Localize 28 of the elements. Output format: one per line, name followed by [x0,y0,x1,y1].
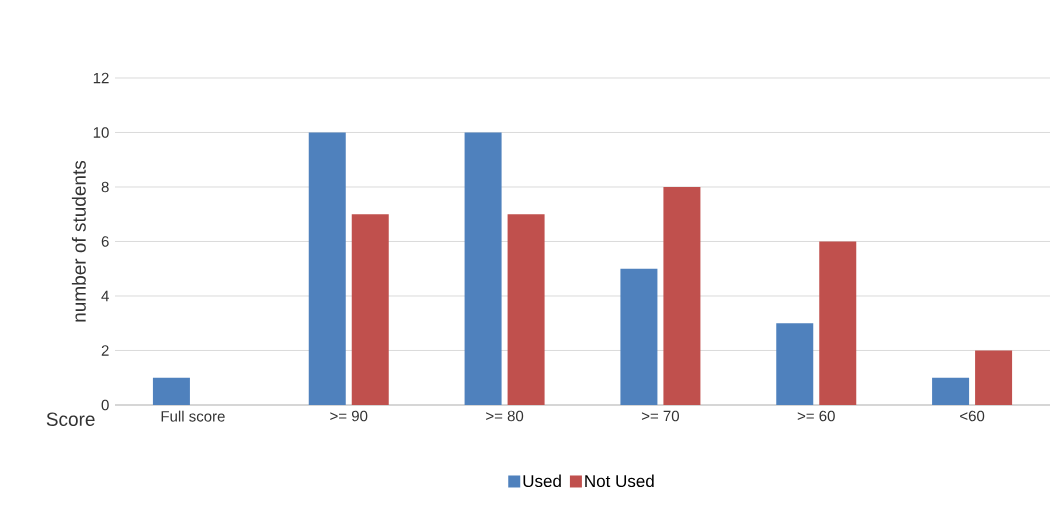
x-tick-label: >= 70 [641,410,679,422]
bar [620,268,658,405]
bar [464,132,502,405]
x-tick-label: Full score [161,410,225,422]
bar [351,214,389,405]
x-tick-label: >= 90 [330,410,368,422]
bar [819,241,857,405]
bar [932,377,970,405]
y-tick-label: 2 [101,345,109,356]
x-axis-title: Score [46,412,95,426]
y-tick-label: 8 [101,181,109,193]
bar [507,214,545,405]
y-tick-label: 10 [93,127,109,138]
bar [663,187,701,405]
y-tick-label: 0 [101,399,109,411]
bar [776,323,814,405]
y-tick-label: 6 [101,236,109,247]
x-tick-label: >= 80 [486,410,524,422]
x-tick-label: >= 60 [797,410,835,422]
y-tick-label: 4 [101,290,109,302]
legend-label: Used [523,474,561,488]
y-tick-label: 12 [93,72,109,84]
y-axis-title: number of students [71,160,86,322]
legend-label: Not Used [585,474,654,488]
bar [975,350,1013,405]
x-tick-label: <60 [960,410,985,422]
bar [308,132,346,405]
bar [152,377,190,405]
